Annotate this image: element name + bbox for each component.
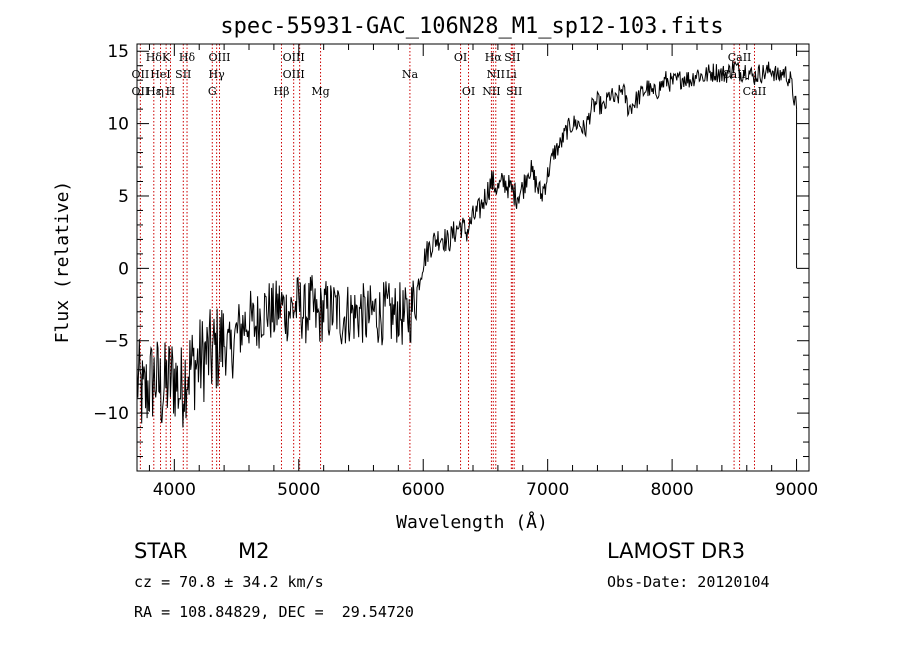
spectral-line-label: OIII: [283, 51, 305, 64]
y-tick-label: −10: [93, 404, 129, 424]
y-tick-label: 0: [118, 259, 129, 279]
x-tick-label: 8000: [650, 480, 693, 500]
y-tick-label: 15: [107, 42, 129, 62]
spectral-line-label: Mg: [311, 85, 329, 98]
spectral-line-label: OII: [132, 68, 150, 81]
spectral-line-label: OI: [462, 85, 475, 98]
y-tick-label: 10: [107, 115, 129, 135]
spectral-line-label: HeI: [150, 68, 170, 81]
axis-ticks: 4000 5000 6000 7000 8000 9000 −10 −5 0 5 10 15: [93, 42, 818, 500]
spectral-line-label: Hγ: [209, 68, 226, 81]
spectral-line-label: OI: [454, 51, 467, 64]
plot-frame: [136, 43, 810, 472]
spectral-line-label: Hα: [485, 51, 503, 64]
spectral-line-label: Li: [506, 68, 517, 81]
ra-dec: RA = 108.84829, DEC = 29.54720: [134, 603, 414, 621]
y-tick-label: 5: [118, 187, 129, 207]
series-layer: [136, 60, 798, 428]
spectral-line-label: SII: [506, 85, 522, 98]
spectral-line-label: H: [166, 85, 176, 98]
spectral-line-label: K: [162, 51, 171, 64]
spectral-line-label: OIII: [283, 68, 305, 81]
series-line-flux: [136, 60, 798, 428]
spectral-line-label: NII: [487, 68, 505, 81]
spectral-line-label: CaII: [743, 85, 767, 98]
x-tick-label: 5000: [277, 480, 320, 500]
redshift-cz: cz = 70.8 ± 34.2 km/s: [134, 573, 324, 591]
x-axis-label: Wavelength (Å): [396, 511, 548, 533]
spectral-line-label: Hδ: [146, 51, 163, 64]
spectral-line-label: CaII: [728, 51, 752, 64]
spectral-line-label: NII: [482, 85, 500, 98]
spectral-line-label: SII: [504, 51, 520, 64]
spectral-line-label: η: [157, 85, 164, 98]
y-axis-label: Flux (relative): [52, 181, 73, 344]
spectral-line-label: OIII: [208, 51, 230, 64]
spectral-line-label: CaII: [722, 68, 746, 81]
spectral-line-label: OII: [132, 85, 150, 98]
spectral-line-label: Hδ: [179, 51, 196, 64]
object-subclass: M2: [238, 539, 270, 563]
spectral-line-label: SII: [175, 68, 191, 81]
spectral-line-label: G: [208, 85, 217, 98]
spectral-line-label: Hε: [146, 85, 162, 98]
survey-name: LAMOST DR3: [607, 539, 746, 563]
spectral-line-label: Na: [402, 68, 419, 81]
object-class: STAR: [134, 539, 188, 563]
x-tick-label: 6000: [402, 480, 445, 500]
x-tick-label: 4000: [153, 480, 196, 500]
y-tick-label: −5: [104, 332, 129, 352]
spectral-line-labels: Hδ OII OII K HeI Hεη H SII Hδ OIII Hγ G OIII OIII Hβ Mg…: [132, 51, 767, 98]
spectral-line-markers: [139, 44, 755, 471]
chart-title: spec-55931-GAC_106N28_M1_sp12-103.fits: [220, 14, 723, 39]
x-tick-label: 9000: [775, 480, 818, 500]
x-tick-label: 7000: [526, 480, 569, 500]
observation-date: Obs-Date: 20120104: [607, 573, 770, 591]
spectral-line-label: Hβ: [274, 85, 290, 98]
